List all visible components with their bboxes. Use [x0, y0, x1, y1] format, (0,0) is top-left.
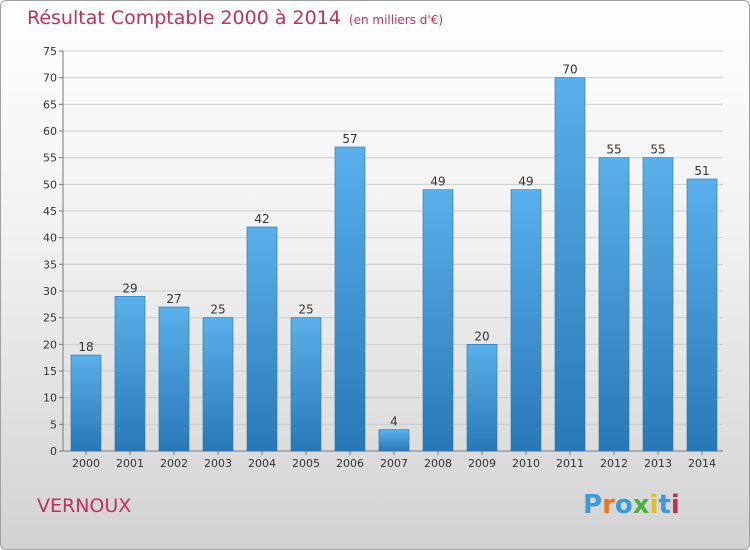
bar-2012 [598, 157, 630, 452]
x-tick-label: 2009 [468, 457, 496, 470]
x-tick-label: 2010 [512, 457, 540, 470]
x-tick-label: 2012 [600, 457, 628, 470]
logo-letter: i [649, 490, 659, 520]
logo-letter: x [632, 490, 650, 520]
y-tick-label: 25 [43, 312, 57, 325]
x-tick-label: 2014 [688, 457, 716, 470]
y-tick-label: 65 [43, 98, 57, 111]
title-unit: (en milliers d'€) [348, 13, 444, 27]
y-tick-label: 60 [43, 125, 57, 138]
data-label: 57 [342, 132, 357, 146]
y-tick-label: 40 [43, 232, 57, 245]
data-label: 55 [606, 143, 621, 157]
title-main: Résultat Comptable 2000 à 2014 [27, 7, 341, 29]
y-tick-label: 30 [43, 285, 57, 298]
bar-2005 [290, 317, 322, 452]
data-label: 51 [694, 164, 709, 178]
bar-2000 [70, 354, 102, 452]
x-tick-label: 2002 [160, 457, 188, 470]
data-label: 49 [518, 175, 533, 189]
logo-letter: r [602, 490, 615, 520]
logo-letter: t [658, 490, 671, 520]
bar-2007 [378, 429, 410, 452]
chart-title: Résultat Comptable 2000 à 2014 (en millie… [27, 7, 443, 29]
y-tick-label: 55 [43, 152, 57, 165]
data-label: 29 [122, 281, 137, 295]
x-tick-label: 2008 [424, 457, 452, 470]
logo-letter: i [670, 490, 680, 520]
y-tick-label: 5 [50, 418, 57, 431]
data-label: 27 [166, 292, 181, 306]
proxiti-logo: Proxiti [583, 490, 680, 520]
bar-2011 [554, 77, 586, 452]
bar-2003 [202, 317, 234, 452]
x-tick-label: 2011 [556, 457, 584, 470]
bar-2010 [510, 189, 542, 452]
x-tick-label: 2001 [116, 457, 144, 470]
data-label: 55 [650, 143, 665, 157]
bar-2013 [642, 157, 674, 452]
y-tick-label: 0 [50, 445, 57, 458]
data-label: 18 [78, 340, 93, 354]
y-tick-label: 15 [43, 365, 57, 378]
bar-2006 [334, 146, 366, 452]
x-tick-label: 2013 [644, 457, 672, 470]
y-tick-label: 10 [43, 392, 57, 405]
data-label: 25 [210, 303, 225, 317]
data-label: 4 [390, 415, 398, 429]
label-layer: 0 5 10 15 20 25 30 35 40 45 50 55 60 65 70 75 18 2000 29 20… [43, 45, 716, 470]
data-label: 42 [254, 212, 269, 226]
y-tick-label: 20 [43, 338, 57, 351]
bar-2009 [466, 344, 498, 452]
data-label: 20 [474, 329, 489, 343]
place-name: VERNOUX [37, 495, 132, 517]
data-label: 70 [562, 63, 577, 77]
bar-2001 [114, 296, 146, 452]
bar-layer [70, 77, 718, 452]
y-tick-label: 75 [43, 45, 57, 58]
data-label: 49 [430, 175, 445, 189]
x-tick-label: 2004 [248, 457, 276, 470]
y-tick-label: 45 [43, 205, 57, 218]
x-tick-label: 2005 [292, 457, 320, 470]
data-label: 25 [298, 303, 313, 317]
bar-2008 [422, 189, 454, 452]
bar-2002 [158, 306, 190, 452]
x-tick-label: 2006 [336, 457, 364, 470]
bar-2004 [246, 226, 278, 452]
logo-letter: P [583, 490, 603, 520]
logo-letter: o [614, 490, 633, 520]
y-tick-label: 50 [43, 178, 57, 191]
bar-2014 [686, 178, 718, 452]
x-tick-label: 2000 [72, 457, 100, 470]
y-tick-label: 35 [43, 258, 57, 271]
y-tick-label: 70 [43, 72, 57, 85]
x-tick-label: 2003 [204, 457, 232, 470]
x-tick-label: 2007 [380, 457, 408, 470]
